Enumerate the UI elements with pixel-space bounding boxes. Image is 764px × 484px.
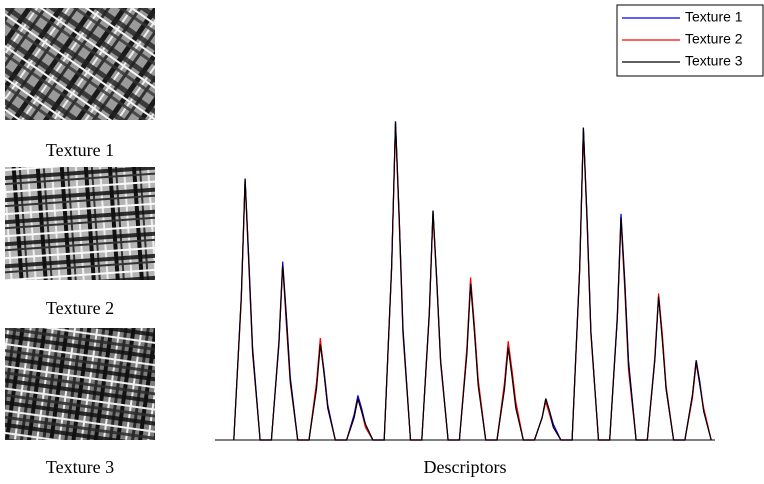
texture-image [5,328,155,440]
x-axis-label: Descriptors [424,457,507,477]
image-caption: Texture 2 [46,298,114,318]
image-caption: Texture 1 [46,140,114,160]
texture-image [5,8,155,120]
legend-label: Texture 3 [685,53,743,69]
legend-label: Texture 1 [685,9,743,25]
series-line [233,121,712,441]
image-caption: Texture 3 [46,457,114,477]
texture-image [5,167,155,280]
series-line [233,124,712,441]
series-line [233,121,712,441]
legend-label: Texture 2 [685,31,743,47]
